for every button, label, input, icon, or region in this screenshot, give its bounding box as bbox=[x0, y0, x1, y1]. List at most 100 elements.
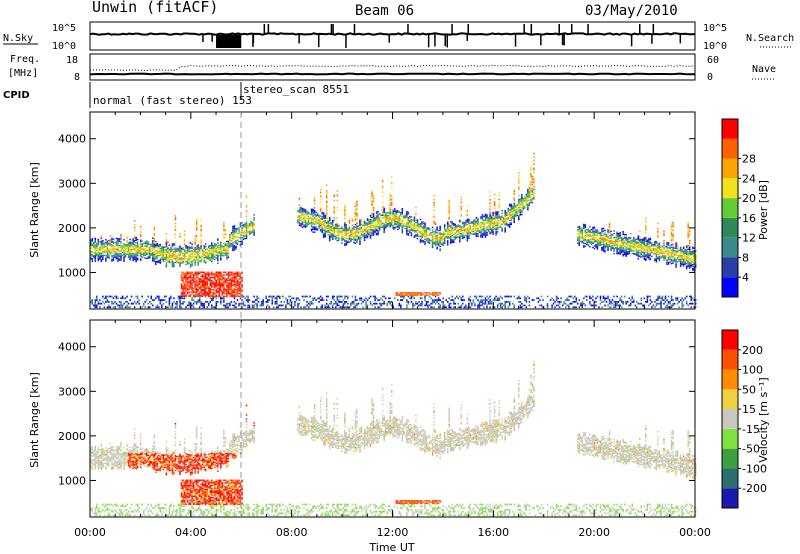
power-cell bbox=[518, 204, 520, 206]
power-cell bbox=[121, 295, 124, 298]
power-cell bbox=[182, 259, 184, 261]
power-cell bbox=[239, 295, 242, 297]
power-cell bbox=[427, 306, 429, 309]
power-cell bbox=[341, 295, 343, 298]
power-cell bbox=[133, 244, 136, 246]
power-cell bbox=[209, 283, 211, 285]
power-cell bbox=[198, 286, 201, 288]
power-cell bbox=[560, 297, 562, 300]
power-cell bbox=[224, 251, 227, 253]
power-cell bbox=[168, 256, 171, 258]
power-cell bbox=[103, 302, 106, 305]
power-cell bbox=[182, 297, 184, 300]
power-cell bbox=[333, 207, 336, 210]
power-cell bbox=[418, 232, 420, 235]
power-cell bbox=[354, 219, 357, 221]
power-cell bbox=[486, 215, 488, 218]
freq-tick-top: 18 bbox=[66, 55, 78, 66]
power-cell bbox=[186, 272, 189, 275]
power-cell bbox=[371, 224, 373, 227]
power-cell bbox=[115, 256, 118, 258]
power-cell bbox=[212, 258, 215, 260]
power-cell bbox=[94, 300, 97, 303]
power-cell bbox=[327, 234, 329, 236]
power-cell bbox=[442, 239, 444, 241]
power-cell bbox=[510, 295, 512, 298]
power-cell bbox=[126, 250, 128, 253]
power-cell bbox=[515, 210, 517, 212]
power-cell bbox=[372, 208, 375, 210]
power-cell bbox=[356, 299, 358, 301]
power-cell bbox=[577, 237, 579, 239]
power-cell bbox=[192, 275, 195, 277]
power-cell bbox=[448, 302, 450, 305]
power-cell bbox=[170, 261, 172, 263]
power-cell bbox=[586, 299, 588, 301]
power-cell bbox=[428, 295, 431, 298]
power-cell bbox=[372, 230, 375, 232]
power-cell bbox=[583, 223, 585, 226]
power-cell bbox=[478, 306, 481, 309]
power-cell bbox=[318, 220, 320, 222]
power-cell bbox=[368, 234, 370, 236]
power-cell bbox=[456, 227, 458, 230]
power-cell bbox=[468, 306, 470, 309]
power-cell bbox=[518, 300, 520, 303]
power-cell bbox=[354, 220, 357, 222]
power-cell bbox=[130, 242, 133, 244]
power-cell bbox=[377, 215, 379, 217]
power-cell bbox=[148, 249, 151, 251]
power-cell bbox=[215, 280, 218, 283]
power-cell bbox=[117, 255, 119, 257]
power-cell bbox=[513, 214, 516, 217]
power-cell bbox=[201, 283, 204, 285]
power-cell bbox=[459, 306, 461, 309]
power-cell bbox=[508, 225, 511, 227]
power-cell bbox=[580, 240, 582, 243]
power-cell bbox=[295, 299, 298, 301]
power-cell bbox=[486, 299, 488, 301]
power-cell bbox=[407, 219, 410, 222]
power-cell bbox=[245, 218, 248, 220]
power-cell bbox=[321, 231, 323, 234]
power-cell bbox=[183, 294, 186, 296]
power-cell bbox=[215, 251, 218, 254]
power-cell bbox=[424, 297, 426, 300]
power-cell bbox=[223, 233, 225, 236]
power-cell bbox=[459, 231, 461, 233]
power-cell bbox=[307, 223, 310, 226]
power-cell bbox=[406, 299, 408, 301]
power-cell bbox=[223, 299, 225, 301]
power-cell bbox=[171, 302, 174, 305]
power-cell bbox=[277, 304, 280, 307]
power-cell bbox=[211, 261, 213, 263]
power-cell bbox=[486, 231, 488, 234]
power-cell bbox=[91, 260, 94, 263]
power-cell bbox=[232, 229, 234, 232]
power-cell bbox=[179, 252, 181, 254]
power-cell bbox=[161, 258, 163, 260]
power-cell bbox=[185, 276, 187, 279]
power-cell bbox=[481, 228, 484, 231]
power-cell bbox=[365, 231, 367, 233]
power-cell bbox=[198, 247, 201, 249]
power-cell bbox=[351, 300, 354, 303]
power-cell bbox=[322, 224, 325, 226]
power-cell bbox=[546, 304, 549, 307]
power-cell bbox=[589, 231, 591, 233]
power-cell bbox=[533, 178, 535, 180]
power-cell bbox=[436, 226, 438, 228]
power-cell bbox=[194, 261, 196, 263]
power-cell bbox=[449, 225, 452, 227]
power-cell bbox=[459, 228, 461, 231]
power-cell bbox=[330, 227, 332, 229]
power-cell bbox=[513, 189, 516, 191]
power-cell bbox=[496, 306, 499, 309]
power-cell bbox=[150, 246, 153, 248]
power-cell bbox=[400, 292, 402, 294]
power-cell bbox=[336, 237, 339, 239]
power-cell bbox=[173, 252, 175, 254]
power-cell bbox=[324, 304, 326, 307]
power-cell bbox=[114, 252, 116, 255]
power-cell bbox=[224, 236, 227, 239]
